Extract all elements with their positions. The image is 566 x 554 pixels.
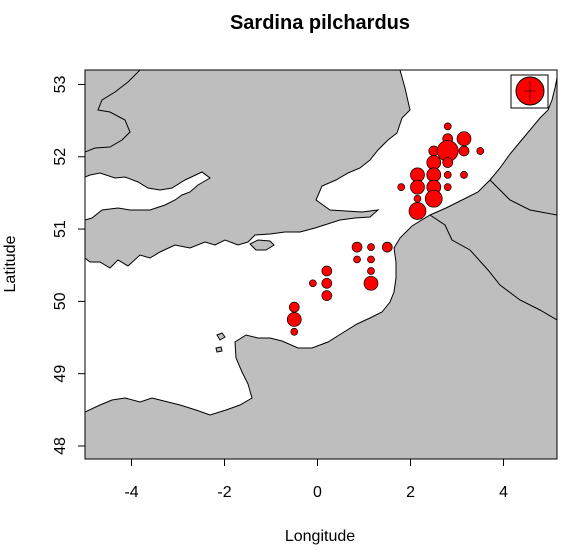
data-point [288, 301, 300, 313]
land-continent [85, 70, 557, 459]
y-tick-label: 48 [52, 437, 69, 455]
border-lines [429, 179, 557, 321]
y-tick-label: 51 [52, 220, 69, 238]
data-point [443, 170, 452, 179]
data-point [410, 167, 425, 183]
data-point [321, 290, 333, 301]
x-tick-label: 0 [313, 484, 322, 501]
data-point [286, 312, 302, 327]
data-point [353, 255, 361, 264]
data-point [443, 122, 452, 131]
data-point [426, 167, 442, 183]
data-point [460, 170, 468, 179]
data-point [476, 147, 485, 155]
x-tick-label: 2 [406, 484, 415, 501]
data-point [408, 202, 427, 220]
data-points [286, 122, 485, 336]
y-axis-label: Latitude [2, 235, 19, 292]
data-point [309, 279, 317, 288]
y-tick-label: 50 [52, 292, 69, 310]
data-point [321, 277, 333, 289]
data-point [426, 155, 442, 170]
land-wales [85, 70, 141, 153]
plot-frame [84, 69, 558, 460]
x-tick-label: -2 [217, 484, 231, 501]
y-tick-label: 52 [52, 148, 69, 166]
x-tick-label: -4 [124, 484, 138, 501]
chart-title: Sardina pilchardus [230, 12, 410, 34]
y-tick-label: 49 [52, 365, 69, 383]
x-axis-label: Longitude [285, 528, 355, 545]
data-point [443, 183, 452, 191]
land-great-britain [85, 70, 411, 269]
data-point [424, 189, 443, 208]
data-point [321, 265, 333, 277]
data-point [381, 241, 393, 253]
data-point [413, 194, 422, 203]
y-axis: 48 49 50 51 52 53 [52, 75, 85, 455]
data-point [367, 267, 375, 275]
data-point [367, 255, 375, 264]
data-point [397, 183, 406, 191]
y-tick-label: 53 [52, 75, 69, 93]
data-point [442, 157, 454, 168]
data-point [367, 243, 375, 251]
data-point [456, 131, 472, 147]
x-tick-label: 4 [499, 484, 508, 501]
land-channel-islands [215, 332, 226, 353]
x-axis: -4 -2 0 2 4 [124, 459, 508, 501]
data-point [290, 327, 299, 336]
compass-inset [510, 74, 549, 109]
land-isle-of-wight [249, 239, 275, 251]
data-point [351, 241, 363, 253]
data-point [410, 179, 425, 195]
data-point [458, 145, 470, 157]
data-point [363, 275, 379, 291]
plot-area [85, 70, 557, 459]
